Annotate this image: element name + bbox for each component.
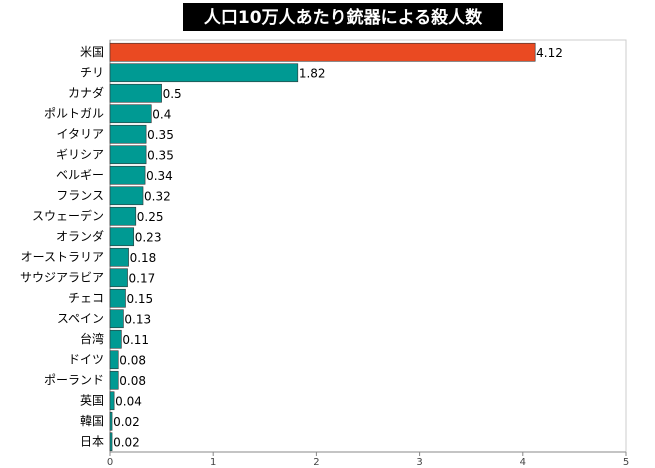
value-label: 0.4 xyxy=(152,107,171,121)
value-label: 0.25 xyxy=(137,210,164,224)
value-label: 0.02 xyxy=(113,435,140,449)
value-label: 1.82 xyxy=(299,66,326,80)
chart-title: 人口10万人あたり銃器による殺人数 xyxy=(204,7,483,28)
bar xyxy=(109,145,147,165)
y-tick-label: スウェーデン xyxy=(32,208,104,223)
y-tick-label: フランス xyxy=(56,188,104,202)
y-tick-label: 韓国 xyxy=(80,414,104,428)
value-label: 0.08 xyxy=(119,353,146,367)
value-label: 0.02 xyxy=(113,415,140,429)
bar xyxy=(109,124,147,144)
bar xyxy=(109,83,162,103)
value-label: 4.12 xyxy=(536,46,563,60)
y-tick-label: 米国 xyxy=(80,45,104,59)
value-label: 0.5 xyxy=(163,87,182,101)
title-box xyxy=(183,3,503,31)
x-tick-label: 0 xyxy=(107,457,113,468)
bar xyxy=(109,411,113,431)
y-tick-label: サウジアラビア xyxy=(20,270,104,284)
value-label: 0.04 xyxy=(115,394,142,408)
bar xyxy=(109,391,115,411)
y-tick-label: チェコ xyxy=(68,291,104,305)
bar xyxy=(109,206,137,226)
bar xyxy=(109,104,152,124)
y-tick-label: イタリア xyxy=(56,127,104,141)
y-tick-label: 英国 xyxy=(80,393,104,407)
bar xyxy=(109,350,119,370)
bar xyxy=(109,309,124,329)
x-tick-label: 2 xyxy=(313,457,319,468)
bar xyxy=(109,329,122,349)
bar xyxy=(109,432,113,452)
bar xyxy=(109,370,119,390)
y-tick-label: ベルギー xyxy=(56,168,104,182)
bar xyxy=(109,165,146,185)
value-label: 0.23 xyxy=(135,230,162,244)
y-tick-label: オランダ xyxy=(56,228,104,243)
value-label: 0.34 xyxy=(146,169,173,183)
bar xyxy=(109,247,129,267)
bar xyxy=(109,268,128,288)
y-tick-label: ドイツ xyxy=(68,352,104,366)
value-label: 0.35 xyxy=(147,148,174,162)
y-tick-label: ギリシア xyxy=(56,147,104,161)
value-label: 0.13 xyxy=(124,312,151,326)
bar xyxy=(109,288,126,308)
x-tick-label: 5 xyxy=(623,457,629,468)
value-label: 0.15 xyxy=(126,292,153,306)
y-tick-label: ポーランド xyxy=(44,373,104,387)
bar xyxy=(109,186,144,206)
y-tick-label: 台湾 xyxy=(80,331,104,346)
bar xyxy=(109,42,536,62)
value-label: 0.32 xyxy=(144,189,171,203)
x-tick-label: 1 xyxy=(210,457,216,468)
value-label: 0.08 xyxy=(119,374,146,388)
y-tick-label: オーストラリア xyxy=(21,250,104,264)
value-label: 0.17 xyxy=(129,271,156,285)
x-tick-label: 3 xyxy=(416,457,422,468)
value-label: 0.18 xyxy=(130,251,157,265)
y-tick-label: ポルトガル xyxy=(44,106,104,120)
y-tick-label: チリ xyxy=(80,65,104,79)
x-tick-label: 4 xyxy=(520,457,526,468)
bar xyxy=(109,63,299,83)
y-tick-label: スペイン xyxy=(57,311,104,325)
y-tick-label: 日本 xyxy=(80,434,104,448)
y-tick-label: カナダ xyxy=(68,85,104,100)
bar xyxy=(109,227,135,247)
value-label: 0.35 xyxy=(147,128,174,142)
value-label: 0.11 xyxy=(122,333,149,347)
plot-frame xyxy=(109,39,627,453)
